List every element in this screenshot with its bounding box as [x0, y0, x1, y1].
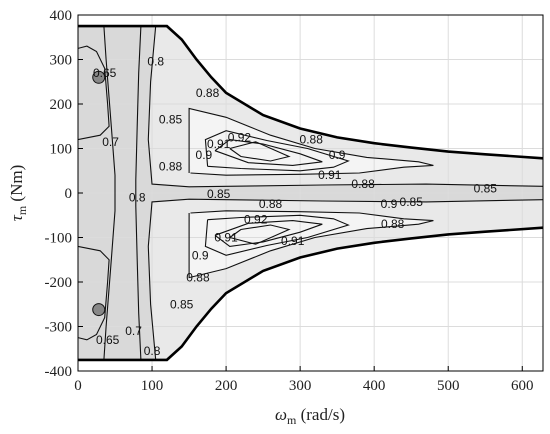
x-tick-label-4: 400	[363, 378, 386, 394]
contour-label-18: 0.88	[381, 217, 405, 231]
contour-label-22: 0.91	[281, 234, 305, 248]
x-tick-label-1: 100	[141, 378, 164, 394]
contour-label-8: 0.92	[228, 130, 252, 144]
contour-label-16: 0.88	[259, 197, 283, 211]
x-tick-label-2: 200	[215, 378, 238, 394]
x-tick-label-0: 0	[74, 378, 82, 394]
contour-0.65-0	[78, 45, 110, 141]
contour-0.9-8	[204, 130, 350, 172]
contour-0.91-10	[214, 139, 323, 166]
y-tick-label-3: -100	[45, 231, 73, 247]
y-tick-label-0: -400	[45, 364, 73, 380]
contour-label-0: 0.65	[93, 66, 117, 80]
contour-label-9: 0.88	[300, 133, 324, 147]
contour-label-17: 0.85	[400, 195, 424, 209]
contour-label-2: 0.8	[147, 55, 164, 69]
x-axis-ticks: 0 100 200 300 400 500 600	[74, 366, 534, 394]
contour-label-3: 0.85	[159, 113, 183, 127]
contour-label-5: 0.88	[196, 86, 220, 100]
y-tick-label-7: 300	[50, 53, 73, 69]
contour-0.8-3	[135, 26, 142, 360]
contour-labels: 0.650.70.80.850.880.880.90.910.92 0.880.9…	[93, 55, 497, 358]
x-axis-label: ωm (rad/s)	[275, 405, 345, 427]
contour-label-4: 0.88	[159, 159, 183, 173]
contour-label-7: 0.91	[207, 137, 231, 151]
y-tick-label-2: -200	[45, 275, 73, 291]
contour-0.91-11	[214, 220, 323, 247]
y-axis-ticks: -400 -300 -200 -100 0 100 200 300 400	[45, 8, 83, 380]
contour-label-6: 0.9	[196, 148, 213, 162]
torque-speed-envelope	[78, 24, 544, 362]
contour-label-24: 0.88	[186, 271, 210, 285]
contour-0.85-4	[147, 26, 543, 188]
y-tick-label-1: -300	[45, 320, 73, 336]
y-tick-label-5: 100	[50, 142, 73, 158]
contour-label-23: 0.9	[192, 248, 209, 262]
contour-0.65-1	[78, 245, 110, 341]
contour-0.88-6	[188, 107, 434, 176]
peak-markers	[92, 70, 106, 317]
contour-label-15: 0.85	[207, 187, 231, 201]
contour-label-20: 0.92	[244, 213, 268, 227]
y-tick-label-6: 200	[50, 97, 73, 113]
fill-region-6	[189, 210, 434, 278]
efficiency-contour-lines	[78, 26, 543, 360]
y-tick-label-4: 0	[65, 186, 73, 202]
contour-label-14: 0.8	[129, 190, 146, 204]
fill-region-5	[189, 108, 434, 176]
contour-label-26: 0.7	[125, 324, 142, 338]
contour-0.9-9	[204, 214, 350, 256]
contour-0.92-12	[229, 141, 291, 162]
x-tick-label-6: 600	[511, 378, 534, 394]
contour-label-10: 0.9	[329, 148, 346, 162]
contour-label-19: 0.9	[381, 197, 398, 211]
contour-label-13: 0.85	[474, 182, 498, 196]
contour-label-21: 0.91	[214, 231, 238, 245]
contour-label-28: 0.8	[144, 344, 161, 358]
contour-0.88-7	[188, 210, 434, 279]
y-tick-label-8: 400	[50, 8, 73, 24]
peak-marker-0	[92, 70, 106, 84]
contour-label-1: 0.7	[102, 135, 119, 149]
contour-0.85-5	[147, 198, 543, 360]
contour-label-11: 0.91	[318, 168, 342, 182]
grid-lines	[78, 15, 543, 371]
contour-label-25: 0.85	[170, 297, 194, 311]
contour-0.92-13	[229, 224, 291, 245]
peak-marker-1	[92, 303, 106, 317]
contour-0.7-2	[103, 26, 116, 360]
contour-label-27: 0.65	[96, 333, 120, 347]
contour-label-12: 0.88	[351, 177, 375, 191]
x-tick-label-3: 300	[289, 378, 312, 394]
y-axis-label: τm (Nm)	[7, 165, 29, 222]
x-tick-label-5: 500	[437, 378, 460, 394]
